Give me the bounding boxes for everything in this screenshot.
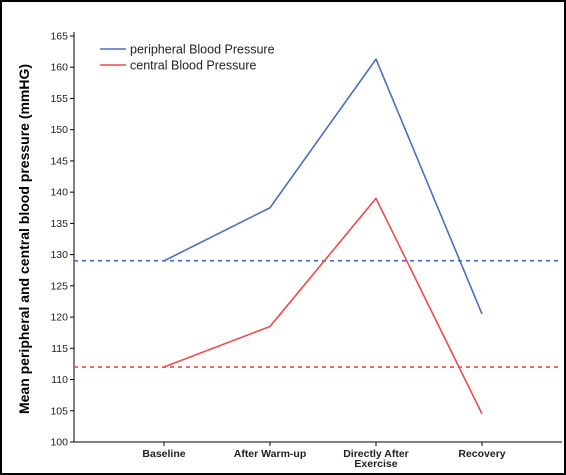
- y-tick-label: 130: [50, 249, 68, 261]
- y-tick-label: 140: [50, 187, 68, 199]
- series-line-2: [163, 197, 483, 415]
- y-tick-label: 160: [50, 62, 68, 74]
- reference-lines: [74, 260, 562, 368]
- legend-label: central Blood Pressure: [130, 59, 257, 73]
- y-tick-label: 110: [51, 374, 68, 386]
- y-axis-label: Mean peripheral and central blood pressu…: [16, 64, 32, 414]
- y-tick-label: 155: [50, 93, 68, 105]
- axes: 100 105 110 115 120 125 130 135 140 145 150 155 160 1…: [50, 31, 562, 470]
- x-tick-label: Directly After Exercise: [343, 448, 409, 470]
- y-tick-label: 120: [50, 312, 68, 324]
- x-tick-label-line: Baseline: [142, 448, 185, 460]
- y-tick-label: 145: [50, 155, 68, 167]
- x-tick-label-line: Recovery: [458, 448, 505, 460]
- x-tick-label: Baseline: [142, 448, 185, 460]
- y-tick-label: 125: [50, 280, 68, 292]
- x-tick-label-line: After Warm-up: [234, 448, 307, 460]
- legend: peripheral Blood Pressure central Blood P…: [100, 43, 275, 73]
- y-tick-label: 115: [51, 343, 68, 355]
- y-tick-label: 105: [50, 405, 68, 417]
- x-tick-label-line: Directly After: [343, 448, 409, 460]
- x-tick-label: After Warm-up: [234, 448, 307, 460]
- x-tick-label-line: Exercise: [354, 458, 397, 470]
- series-group: [163, 58, 483, 415]
- y-tick-label: 165: [50, 31, 68, 43]
- x-tick-label: Recovery: [458, 448, 505, 460]
- y-tick-label: 135: [50, 218, 68, 230]
- y-tick-label: 100: [50, 437, 68, 449]
- series-line-1: [163, 58, 483, 315]
- legend-label: peripheral Blood Pressure: [130, 43, 275, 57]
- y-tick-label: 150: [50, 124, 68, 136]
